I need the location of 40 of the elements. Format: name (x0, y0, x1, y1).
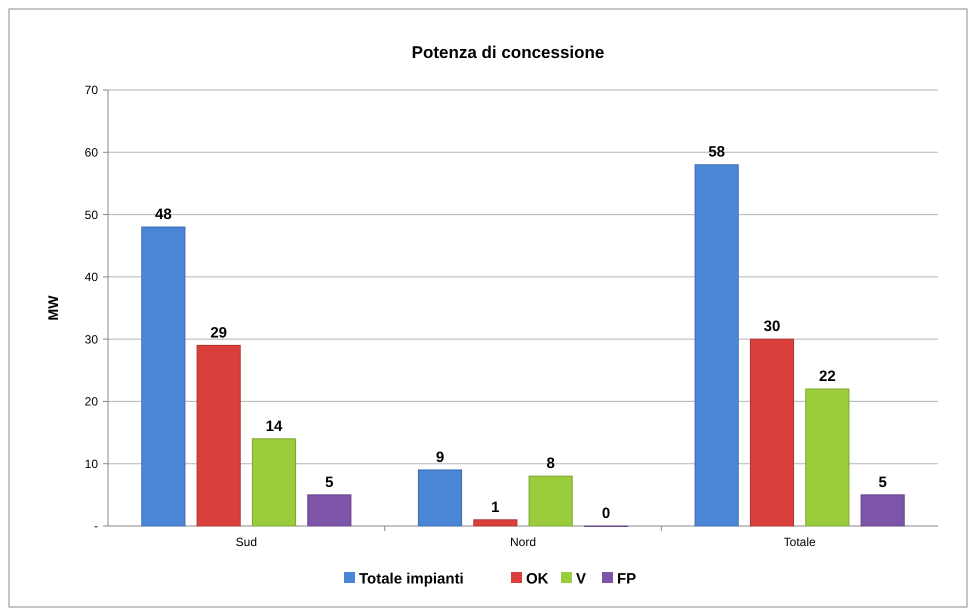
y-tick-label: 10 (84, 456, 98, 471)
bar (805, 388, 850, 526)
x-tick-label: Nord (510, 535, 536, 549)
bar (141, 226, 186, 526)
data-label: 14 (266, 418, 283, 435)
y-tick-label: 20 (84, 394, 98, 409)
data-label: 30 (764, 318, 780, 336)
data-label: 5 (878, 474, 887, 491)
y-tick-label: 70 (84, 83, 98, 98)
data-label: 29 (210, 324, 228, 342)
y-tick-label: 60 (84, 145, 98, 160)
x-tick-label: Sud (236, 535, 258, 549)
y-tick-label: 50 (84, 208, 98, 222)
legend-label: V (576, 570, 586, 588)
y-tick-label: - (94, 519, 98, 534)
bar (418, 469, 462, 526)
bar (252, 438, 296, 526)
x-tick-label: Totale (784, 535, 816, 549)
bar (196, 344, 241, 526)
y-tick-label: 40 (84, 270, 98, 284)
y-tick-label: 30 (84, 332, 98, 346)
data-label: 22 (818, 368, 836, 385)
bar (750, 338, 794, 526)
legend-label: Totale impianti (359, 570, 464, 588)
y-axis-title: MW (45, 294, 61, 320)
data-label: 8 (546, 455, 555, 472)
bar (307, 494, 352, 526)
bar (860, 494, 905, 526)
legend-label: OK (526, 570, 549, 588)
bar (528, 476, 573, 526)
data-label: 1 (491, 498, 500, 516)
data-label: 58 (708, 144, 726, 161)
bar (473, 519, 518, 526)
data-label: 5 (325, 474, 334, 491)
data-label: 9 (436, 448, 444, 466)
data-label: 0 (602, 505, 610, 522)
chart-title: Potenza di concessione (412, 43, 604, 62)
legend-label: FP (617, 570, 636, 588)
bar (694, 164, 739, 526)
data-label: 48 (154, 206, 172, 224)
